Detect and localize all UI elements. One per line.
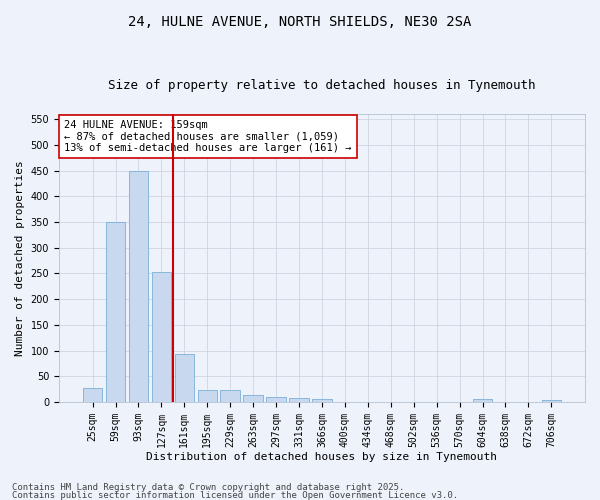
Bar xyxy=(106,222,125,402)
Bar xyxy=(312,400,332,402)
Text: Contains HM Land Registry data © Crown copyright and database right 2025.: Contains HM Land Registry data © Crown c… xyxy=(12,484,404,492)
Bar xyxy=(289,398,309,402)
Bar xyxy=(83,388,103,402)
Text: 24 HULNE AVENUE: 159sqm
← 87% of detached houses are smaller (1,059)
13% of semi: 24 HULNE AVENUE: 159sqm ← 87% of detache… xyxy=(64,120,352,153)
Text: 24, HULNE AVENUE, NORTH SHIELDS, NE30 2SA: 24, HULNE AVENUE, NORTH SHIELDS, NE30 2S… xyxy=(128,15,472,29)
Bar xyxy=(197,390,217,402)
Bar xyxy=(542,400,561,402)
Bar xyxy=(220,390,240,402)
Bar xyxy=(266,397,286,402)
Y-axis label: Number of detached properties: Number of detached properties xyxy=(15,160,25,356)
Bar xyxy=(175,354,194,402)
Title: Size of property relative to detached houses in Tynemouth: Size of property relative to detached ho… xyxy=(108,79,536,92)
Bar xyxy=(473,400,492,402)
Bar xyxy=(244,395,263,402)
X-axis label: Distribution of detached houses by size in Tynemouth: Distribution of detached houses by size … xyxy=(146,452,497,462)
Text: Contains public sector information licensed under the Open Government Licence v3: Contains public sector information licen… xyxy=(12,490,458,500)
Bar xyxy=(152,272,171,402)
Bar xyxy=(128,170,148,402)
